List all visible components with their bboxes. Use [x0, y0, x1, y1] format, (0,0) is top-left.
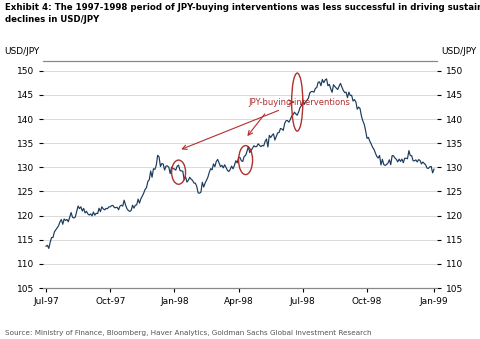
Text: declines in USD/JPY: declines in USD/JPY	[5, 15, 99, 24]
Text: Exhibit 4: The 1997-1998 period of JPY-buying interventions was less successful : Exhibit 4: The 1997-1998 period of JPY-b…	[5, 3, 480, 13]
Text: USD/JPY: USD/JPY	[441, 47, 476, 57]
Text: JPY-buying interventions: JPY-buying interventions	[182, 98, 350, 149]
Text: Source: Ministry of Finance, Bloomberg, Haver Analytics, Goldman Sachs Global In: Source: Ministry of Finance, Bloomberg, …	[5, 330, 372, 336]
Text: USD/JPY: USD/JPY	[4, 47, 39, 57]
